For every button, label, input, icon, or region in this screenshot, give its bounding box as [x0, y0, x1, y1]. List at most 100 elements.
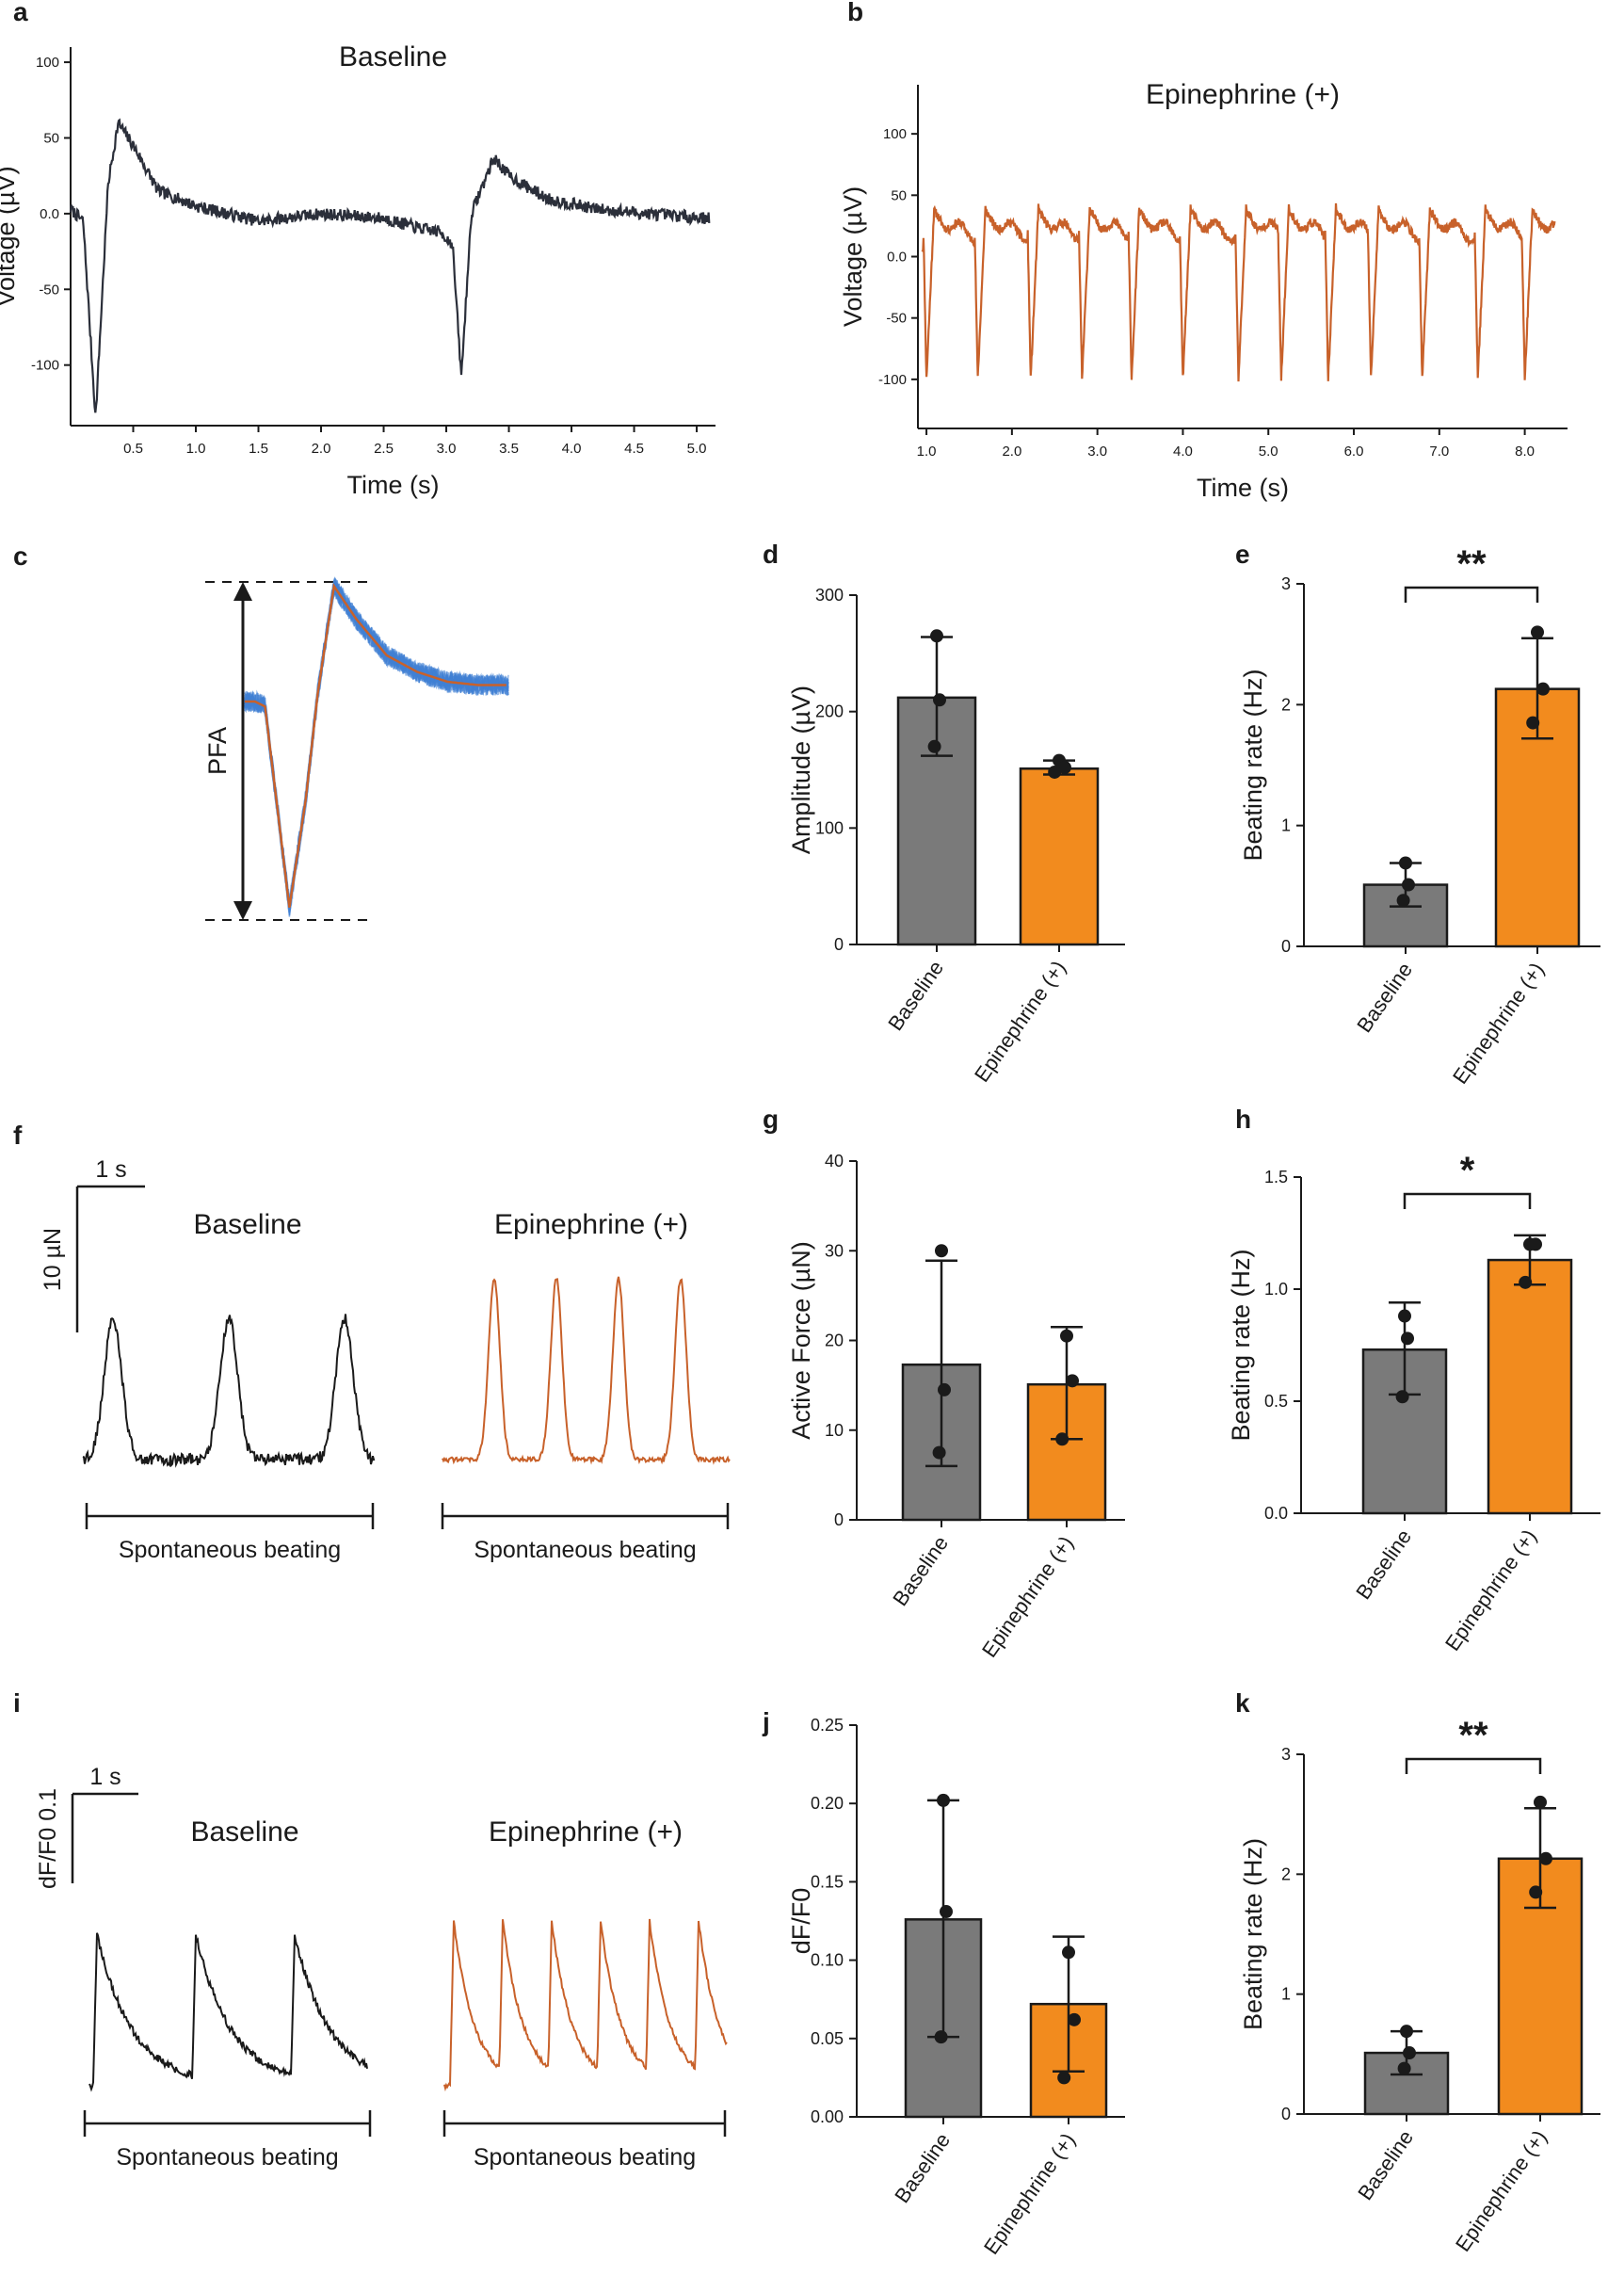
y-axis-label: Beating rate (Hz)	[1227, 1249, 1255, 1441]
y-tick-label: 1	[1281, 1985, 1291, 2004]
y-tick-label: 0.05	[811, 2029, 844, 2048]
y-axis-label: Voltage (µV)	[0, 166, 20, 306]
y-tick-label: 3	[1281, 574, 1291, 593]
x-tick-label: 4.0	[562, 441, 582, 457]
x-category-label: Baseline	[1351, 1525, 1416, 1604]
y-tick-label: 0.10	[811, 1951, 844, 1970]
chart-title: Baseline	[339, 41, 447, 73]
y-tick-label: 40	[825, 1152, 844, 1170]
data-point	[1526, 716, 1540, 730]
y-tick-label: 1.0	[1264, 1280, 1288, 1299]
data-point	[1066, 1374, 1079, 1388]
x-category-label: Epinephrine (+)	[1451, 2126, 1552, 2256]
y-tick-label: -50	[39, 282, 59, 298]
data-point	[1397, 2061, 1411, 2075]
panel-label-e: e	[1235, 540, 1250, 569]
data-point	[1519, 1275, 1533, 1289]
y-tick-label: 0.25	[811, 1716, 844, 1735]
x-tick-label: 1.0	[186, 441, 206, 457]
scalebar-y-label: 10 µN	[40, 1228, 66, 1291]
data-point	[1055, 1432, 1069, 1446]
voltage-trace	[921, 202, 1556, 382]
footer-label: Spontaneous beating	[474, 1537, 696, 1563]
significance-bracket	[1403, 1192, 1532, 1209]
y-tick-label: 10	[825, 1421, 844, 1440]
x-tick-label: 3.0	[437, 441, 457, 457]
x-axis-label: Time (s)	[1197, 474, 1289, 502]
panel-label-d: d	[763, 540, 779, 569]
x-category-label: Epinephrine (+)	[1448, 959, 1549, 1089]
y-tick-label: 0.20	[811, 1794, 844, 1813]
x-category-label: Epinephrine (+)	[970, 957, 1070, 1087]
x-tick-label: 5.0	[687, 441, 707, 457]
panel-label-j: j	[762, 1707, 770, 1736]
y-tick-label: 0.0	[1264, 1504, 1288, 1523]
data-point	[1058, 761, 1071, 775]
y-tick-label: -100	[878, 372, 907, 388]
x-tick-label: 6.0	[1344, 444, 1364, 460]
data-point	[1401, 1332, 1414, 1346]
data-point	[1060, 1329, 1073, 1343]
data-point	[933, 693, 946, 707]
y-tick-label: 0	[834, 935, 844, 954]
y-tick-label: 0.0	[40, 206, 59, 222]
y-tick-label: 0.5	[1264, 1392, 1288, 1411]
y-tick-label: 100	[36, 55, 59, 71]
mean-trace	[245, 583, 506, 908]
x-tick-label: 3.0	[1087, 444, 1107, 460]
trace-title: Epinephrine (+)	[489, 1816, 683, 1848]
data-point	[1068, 2012, 1081, 2026]
trace-baseline	[88, 1932, 368, 2092]
y-tick-label: 0	[834, 1510, 844, 1529]
pfa-label: PFA	[203, 727, 232, 775]
bar-epinephrine	[1019, 767, 1100, 946]
x-category-label: Baseline	[890, 2129, 955, 2207]
panel-label-i: i	[13, 1688, 21, 1718]
y-tick-label: 0.0	[887, 250, 907, 266]
data-point	[932, 1445, 946, 1460]
y-axis-label: Beating rate (Hz)	[1239, 1838, 1267, 2030]
data-point	[938, 1382, 951, 1396]
y-tick-label: 0.00	[811, 2107, 844, 2126]
data-point	[1529, 1885, 1543, 1899]
x-category-label: Baseline	[1352, 959, 1417, 1037]
panel-label-c: c	[13, 541, 28, 571]
x-tick-label: 2.0	[312, 441, 331, 457]
y-tick-label: 200	[815, 702, 844, 721]
x-tick-label: 2.5	[374, 441, 394, 457]
y-axis-label: Beating rate (Hz)	[1239, 669, 1267, 861]
y-tick-label: 0	[1281, 937, 1291, 956]
panel-label-h: h	[1235, 1105, 1251, 1134]
y-tick-label: 100	[883, 126, 907, 142]
data-point	[1399, 856, 1412, 870]
y-axis-label: dF/F0	[787, 1888, 815, 1955]
y-tick-label: -100	[31, 358, 59, 374]
trace-baseline	[82, 1314, 376, 1468]
data-point	[1398, 1309, 1411, 1323]
x-tick-label: 1.0	[917, 444, 937, 460]
y-tick-label: 30	[825, 1241, 844, 1260]
significance-stars: **	[1458, 1715, 1488, 1756]
x-category-label: Baseline	[1353, 2126, 1418, 2204]
data-point	[934, 2030, 948, 2044]
data-point	[927, 739, 941, 753]
x-axis-label: Time (s)	[347, 471, 440, 499]
y-tick-label: 1.5	[1264, 1168, 1288, 1186]
x-tick-label: 8.0	[1515, 444, 1535, 460]
panel-label-k: k	[1235, 1688, 1250, 1718]
x-tick-label: 7.0	[1429, 444, 1449, 460]
y-tick-label: 20	[825, 1332, 844, 1350]
y-tick-label: 50	[891, 187, 907, 203]
y-tick-label: 0.15	[811, 1872, 844, 1891]
panel-label-g: g	[763, 1105, 779, 1134]
x-category-label: Epinephrine (+)	[979, 2129, 1080, 2259]
trace-title: Epinephrine (+)	[494, 1209, 688, 1240]
data-point	[1395, 1390, 1409, 1404]
data-point	[1400, 2025, 1413, 2039]
x-category-label: Baseline	[888, 1532, 953, 1610]
x-tick-label: 3.5	[499, 441, 519, 457]
x-tick-label: 5.0	[1259, 444, 1278, 460]
data-point	[1062, 1945, 1075, 1960]
voltage-trace	[69, 118, 711, 413]
footer-label: Spontaneous beating	[116, 2144, 338, 2171]
